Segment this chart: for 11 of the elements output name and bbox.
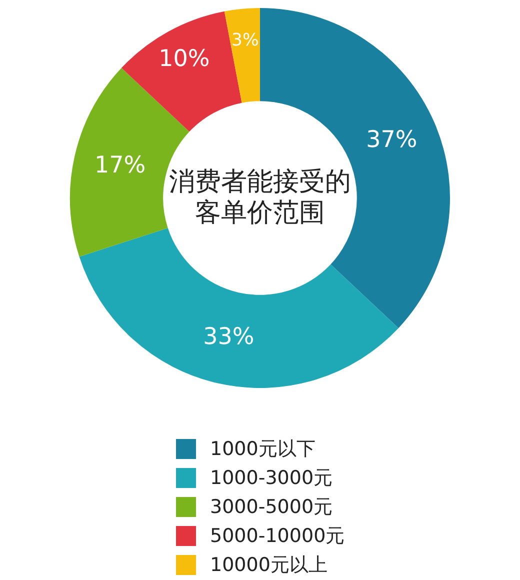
data-label: 37% (366, 127, 418, 153)
legend-label: 5000-10000元 (210, 524, 345, 548)
text: 消费者能接受的客单价范围 (168, 167, 352, 229)
data-label: 33% (203, 324, 254, 350)
legend-label: 1000元以下 (210, 436, 316, 462)
data-label: 3% (232, 30, 259, 51)
legend-label: 10000元以上 (210, 552, 328, 578)
data-label: 10% (158, 46, 210, 72)
data-label: 17% (94, 152, 146, 179)
legend-label: 1000-3000元 (210, 466, 333, 490)
legend-label: 3000-5000元 (210, 494, 333, 520)
